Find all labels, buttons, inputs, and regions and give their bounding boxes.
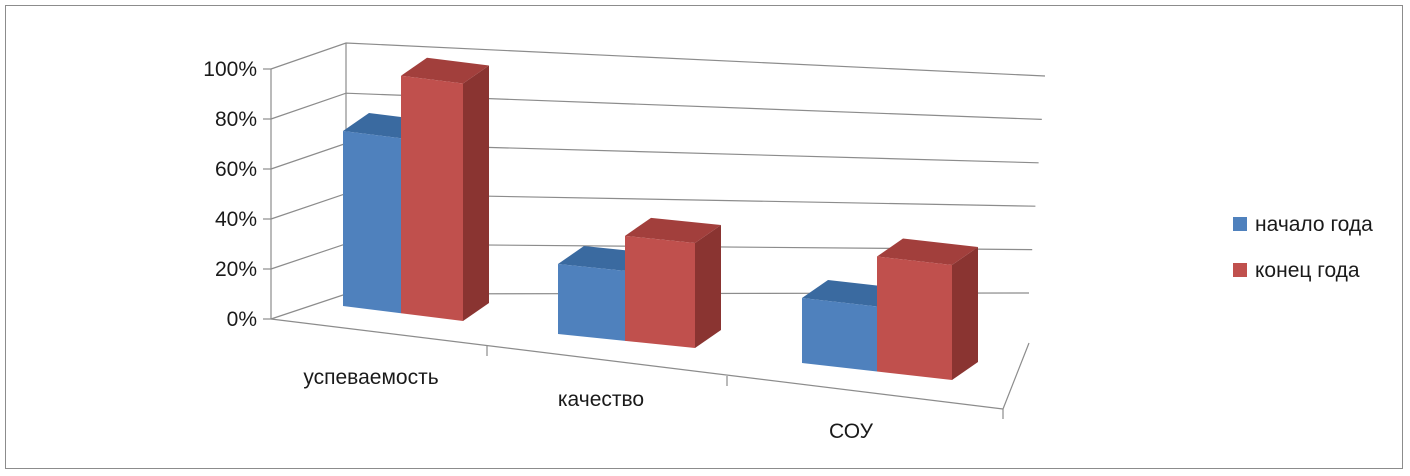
- bar-end-1: [625, 235, 695, 348]
- bar-end-0-side: [463, 65, 489, 321]
- bar-end-2-side: [952, 247, 978, 380]
- y-tick-label: 60%: [215, 158, 257, 181]
- bar-start-1: [558, 264, 625, 341]
- bar-end-0: [401, 75, 463, 321]
- y-tick-label: 40%: [215, 208, 257, 231]
- chart-frame: 0% 20% 40% 60% 80% 100% успеваемость качество СО…: [5, 5, 1403, 469]
- x-tick-label: качество: [558, 388, 644, 411]
- y-tick-label: 0%: [227, 308, 257, 331]
- bar-chart-3d: 0% 20% 40% 60% 80% 100% успеваемость качество СО…: [203, 42, 1373, 443]
- gridline: [270, 42, 1046, 77]
- bar-start-2: [802, 298, 877, 372]
- legend-label: конец года: [1255, 259, 1360, 282]
- legend-swatch: [1233, 217, 1247, 231]
- category-axis: [270, 318, 1004, 410]
- y-tick-label: 80%: [215, 108, 257, 131]
- bar-end-2: [877, 256, 952, 380]
- bar-end-1-side: [695, 225, 721, 348]
- bar-end-0-top: [401, 57, 489, 84]
- floor-edge: [1002, 342, 1030, 410]
- bar-end-1-top: [625, 217, 721, 243]
- y-tick-label: 100%: [203, 58, 257, 81]
- y-tick-label: 20%: [215, 258, 257, 281]
- bar-start-0: [343, 131, 401, 314]
- legend-label: начало года: [1255, 213, 1373, 236]
- legend-swatch: [1233, 263, 1247, 277]
- x-tick-label: успеваемость: [303, 366, 438, 389]
- bar-end-2-top: [877, 238, 978, 265]
- x-tick-label: СОУ: [829, 420, 874, 443]
